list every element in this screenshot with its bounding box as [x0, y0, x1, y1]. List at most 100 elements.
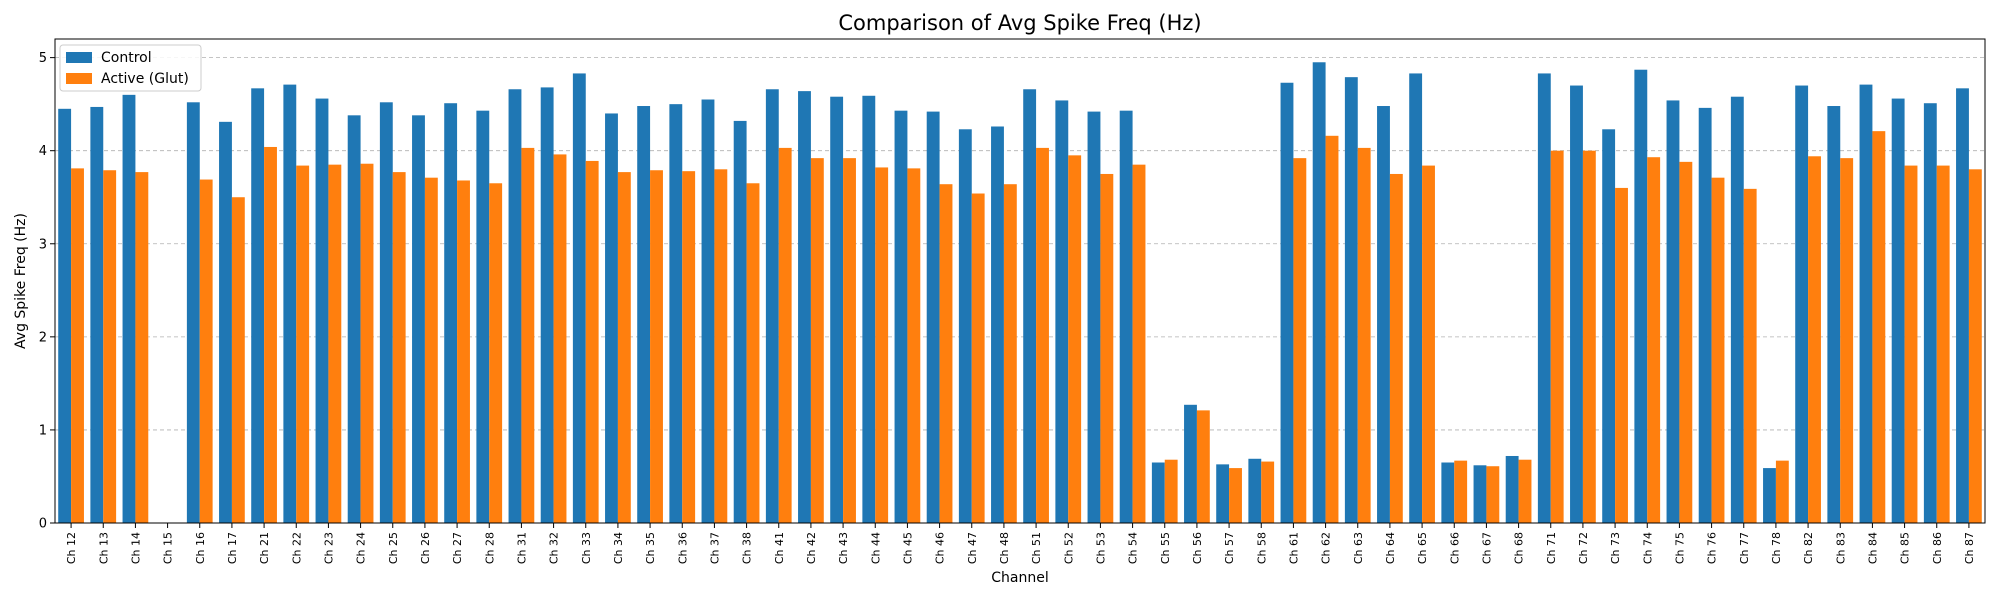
bar-control: [862, 95, 876, 524]
x-tick-label: Ch 28: [483, 532, 496, 564]
x-tick-label: Ch 72: [1577, 532, 1590, 564]
x-tick-label: Ch 21: [258, 532, 271, 564]
bar-active-glut: [1582, 150, 1596, 523]
bar-control: [1312, 62, 1326, 524]
bar-active-glut: [617, 172, 631, 523]
bar-control: [1730, 96, 1744, 523]
bar-active-glut: [1743, 188, 1757, 523]
bar-control: [58, 108, 72, 524]
x-tick-label: Ch 23: [322, 532, 335, 564]
x-tick-label: Ch 44: [869, 532, 882, 564]
bar-control: [1602, 129, 1616, 524]
x-tick-label: Ch 13: [97, 532, 110, 564]
bar-control: [798, 91, 811, 523]
bar-control: [1184, 404, 1197, 523]
x-tick-label: Ch 25: [387, 532, 400, 564]
bar-active-glut: [682, 171, 696, 523]
x-tick-label: Ch 24: [355, 532, 368, 564]
x-tick-label: Ch 46: [934, 532, 947, 564]
bar-control: [508, 89, 522, 523]
bar-control: [1023, 89, 1037, 523]
bar-active-glut: [457, 180, 470, 523]
bar-active-glut: [1775, 460, 1789, 523]
bar-control: [830, 96, 844, 523]
legend: Control Active (Glut): [59, 44, 202, 92]
y-tick-label: 3: [39, 237, 47, 252]
x-tick-label: Ch 57: [1223, 532, 1236, 564]
bar-active-glut: [199, 179, 213, 524]
x-tick-label: Ch 38: [741, 532, 754, 564]
bar-control: [1634, 69, 1648, 523]
x-tick-label: Ch 73: [1609, 532, 1622, 564]
x-tick-label: Ch 17: [226, 532, 239, 564]
bar-active-glut: [1454, 460, 1468, 523]
bar-control: [733, 120, 747, 524]
y-tick-label: 4: [39, 144, 47, 159]
x-tick-label: Ch 83: [1834, 532, 1847, 564]
legend-swatch-control: [66, 52, 92, 63]
bar-control: [1570, 85, 1583, 524]
bars: [58, 62, 1982, 524]
x-tick-label: Ch 43: [837, 532, 850, 564]
bar-control: [926, 111, 940, 523]
x-tick-label: Ch 27: [451, 532, 464, 564]
bar-control: [605, 113, 618, 523]
y-tick-label: 5: [39, 51, 47, 66]
x-tick-label: Ch 14: [129, 532, 142, 564]
x-ticks: Ch 12 Ch 13 Ch 14 Ch 15 Ch 16 Ch 17 Ch 21 Ch 22…: [65, 523, 1976, 564]
bar-active-glut: [875, 167, 889, 523]
bar-active-glut: [489, 183, 503, 523]
bar-active-glut: [1550, 150, 1564, 523]
bar-active-glut: [585, 160, 599, 523]
legend-box: [59, 44, 202, 92]
x-tick-label: Ch 86: [1931, 532, 1944, 564]
x-tick-label: Ch 61: [1287, 532, 1300, 564]
x-tick-label: Ch 71: [1545, 532, 1558, 564]
bar-active-glut: [971, 193, 985, 523]
bar-active-glut: [1711, 177, 1725, 523]
bar-control: [894, 110, 908, 524]
chart-title: Comparison of Avg Spike Freq (Hz): [838, 11, 1201, 35]
bar-control: [1409, 73, 1423, 523]
x-tick-label: Ch 54: [1127, 532, 1140, 564]
x-tick-label: Ch 75: [1673, 532, 1686, 564]
x-tick-label: Ch 65: [1416, 532, 1429, 564]
x-tick-label: Ch 64: [1384, 532, 1397, 564]
bar-active-glut: [392, 172, 406, 523]
x-tick-label: Ch 12: [65, 532, 78, 564]
x-tick-label: Ch 74: [1641, 532, 1654, 564]
bar-active-glut: [1325, 135, 1339, 524]
y-tick-label: 1: [39, 423, 47, 438]
bar-active-glut: [360, 163, 374, 523]
x-tick-label: Ch 52: [1062, 532, 1075, 564]
x-tick-label: Ch 82: [1802, 532, 1815, 564]
x-tick-label: Ch 56: [1191, 532, 1204, 564]
legend-entry-control: Control: [101, 50, 152, 66]
plot-frame: [54, 38, 1986, 524]
bar-active-glut: [1100, 173, 1114, 523]
bar-control: [251, 88, 265, 523]
bar-control: [444, 103, 458, 523]
legend-swatch-active-glut: [66, 73, 92, 84]
bar-control: [669, 104, 683, 524]
bar-active-glut: [1615, 187, 1628, 523]
x-tick-label: Ch 48: [998, 532, 1011, 564]
x-tick-label: Ch 35: [644, 532, 657, 564]
x-tick-label: Ch 76: [1706, 532, 1719, 564]
bar-active-glut: [328, 164, 342, 523]
bar-control: [1280, 82, 1294, 523]
bar-active-glut: [1036, 147, 1049, 523]
bar-active-glut: [843, 158, 856, 523]
bar-active-glut: [264, 146, 277, 523]
bar-active-glut: [1679, 161, 1693, 523]
bar-control: [1666, 100, 1680, 523]
bar-active-glut: [1003, 184, 1017, 523]
x-tick-label: Ch 67: [1480, 532, 1493, 564]
bar-active-glut: [1229, 468, 1242, 523]
gridlines: [55, 57, 1985, 524]
bar-control: [958, 129, 972, 524]
bar-control: [1216, 464, 1230, 523]
bar-control: [1795, 85, 1809, 524]
bar-control: [1119, 110, 1133, 524]
bar-active-glut: [778, 147, 792, 523]
